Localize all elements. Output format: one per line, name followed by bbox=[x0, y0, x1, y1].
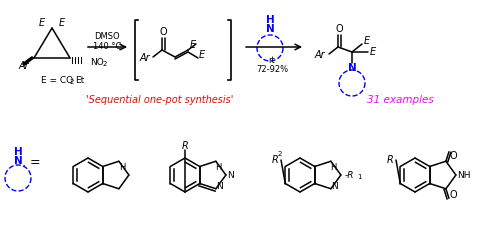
Text: -R: -R bbox=[344, 171, 354, 180]
Text: O: O bbox=[159, 27, 167, 37]
Text: E: E bbox=[59, 18, 65, 28]
Text: N: N bbox=[348, 63, 356, 73]
Text: 31 examples: 31 examples bbox=[366, 95, 434, 105]
Text: 1: 1 bbox=[358, 174, 362, 180]
Text: N: N bbox=[332, 182, 338, 191]
Text: ,: , bbox=[22, 159, 26, 168]
Text: 2: 2 bbox=[70, 79, 74, 85]
Text: Ar: Ar bbox=[18, 61, 30, 71]
Text: H: H bbox=[214, 163, 221, 172]
Text: N: N bbox=[228, 171, 234, 180]
Text: O: O bbox=[335, 24, 343, 34]
Text: R: R bbox=[182, 141, 188, 151]
Text: H: H bbox=[118, 163, 125, 172]
Text: Et: Et bbox=[76, 75, 84, 84]
Text: DMSO: DMSO bbox=[94, 32, 120, 41]
Text: 2: 2 bbox=[278, 151, 282, 157]
Text: 72-92%: 72-92% bbox=[256, 64, 288, 73]
Text: NH: NH bbox=[457, 171, 470, 180]
Text: O: O bbox=[449, 151, 457, 161]
Text: H: H bbox=[330, 163, 336, 172]
Text: E: E bbox=[39, 18, 45, 28]
Text: E: E bbox=[199, 50, 205, 60]
Text: N: N bbox=[266, 24, 274, 34]
Text: NO: NO bbox=[90, 58, 104, 66]
Text: 2: 2 bbox=[103, 61, 108, 67]
Text: H: H bbox=[266, 15, 274, 25]
Text: O: O bbox=[449, 190, 457, 200]
Text: E: E bbox=[370, 47, 376, 57]
Text: N: N bbox=[14, 156, 22, 166]
Text: N: N bbox=[216, 182, 224, 191]
Text: 140 °C: 140 °C bbox=[93, 42, 121, 51]
Text: R: R bbox=[386, 155, 394, 165]
Text: R: R bbox=[272, 155, 278, 165]
Text: E = CO: E = CO bbox=[41, 75, 73, 84]
Text: Ar: Ar bbox=[314, 50, 326, 60]
Text: Ar: Ar bbox=[140, 53, 150, 63]
Text: rt: rt bbox=[268, 56, 276, 64]
Text: H: H bbox=[14, 147, 22, 157]
Text: =: = bbox=[30, 157, 40, 170]
Text: E: E bbox=[190, 40, 196, 50]
Text: E: E bbox=[364, 36, 370, 46]
Text: 'Sequential one-pot synthesis': 'Sequential one-pot synthesis' bbox=[86, 95, 234, 105]
